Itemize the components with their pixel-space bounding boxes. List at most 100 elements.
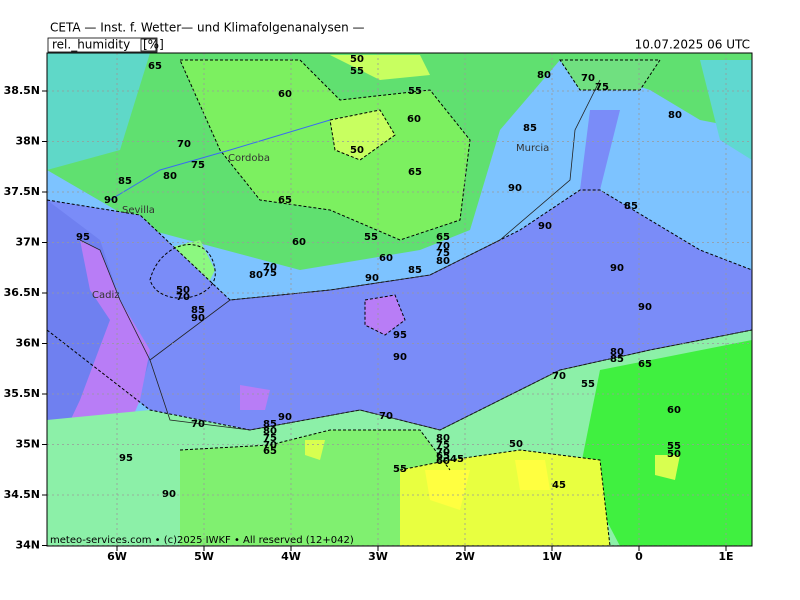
contour-label: 75	[263, 268, 277, 279]
contour-label: 80	[537, 70, 551, 81]
contour-label: 80	[163, 171, 177, 182]
contour-label: 80	[436, 433, 450, 444]
contour-label: 55	[350, 66, 364, 77]
contour-label: 90	[162, 489, 176, 500]
contour-label: 65	[638, 359, 652, 370]
contour-label: 65	[148, 61, 162, 72]
contour-label: 90	[191, 313, 205, 324]
header-title: CETA — Inst. f. Wetter— und Klimafolgena…	[50, 21, 365, 35]
contour-label: 95	[393, 330, 407, 341]
unit-label: [%]	[143, 38, 164, 52]
unit-box	[140, 38, 157, 52]
graticule	[47, 53, 752, 546]
field	[47, 53, 752, 546]
contour-label: 70	[436, 447, 450, 458]
valid-time: 10.07.2025 06 UTC	[635, 38, 750, 52]
contour-label: 50	[509, 439, 523, 450]
contour-label: 80	[668, 110, 682, 121]
lat-label: 37N	[15, 236, 40, 249]
lat-label: 34.5N	[4, 488, 40, 501]
contour-label: 90	[508, 183, 522, 194]
lat-label: 38.5N	[4, 84, 40, 97]
contour-label: 55	[408, 86, 422, 97]
contour-label: 60	[667, 405, 681, 416]
contour-label: 75	[595, 82, 609, 93]
contour-label: 65	[263, 446, 277, 457]
lat-label: 36N	[15, 337, 40, 350]
copyright: meteo-services.com • (c)2025 IWKF • All …	[50, 535, 354, 546]
contour-label: 70	[552, 371, 566, 382]
contour-label: 50	[176, 285, 190, 296]
contour-label: 90	[104, 195, 118, 206]
contour-label: 60	[379, 253, 393, 264]
city-name: Sevilla	[122, 205, 155, 216]
contour-label: 70	[263, 262, 277, 273]
contour-label: 70	[263, 440, 277, 451]
contour-label: 65	[278, 195, 292, 206]
variable-label: rel._humidity	[52, 38, 130, 52]
contour-label: 60	[278, 89, 292, 100]
contour-label: 85	[610, 354, 624, 365]
lon-label: 4W	[281, 550, 301, 563]
contour-label: 90	[278, 412, 292, 423]
contour-label: 90	[538, 221, 552, 232]
contour-label: 70	[191, 419, 205, 430]
contour-label: 60	[292, 237, 306, 248]
contour-label: 70	[581, 73, 595, 84]
contour-label: 80	[610, 347, 624, 358]
lon-label: 1W	[542, 550, 562, 563]
contour-label: 55	[393, 464, 407, 475]
contour-label: 50	[350, 54, 364, 65]
contour-label: 45	[450, 454, 464, 465]
contour-label: 60	[436, 456, 450, 467]
lon-label: 2W	[455, 550, 475, 563]
city-name: Cadiz	[92, 290, 120, 301]
contour-label: 55	[667, 441, 681, 452]
lon-label: 6W	[107, 550, 127, 563]
contour-label: 75	[263, 433, 277, 444]
lon-label: 1E	[718, 550, 733, 563]
contour-label: 55	[581, 379, 595, 390]
lon-label: 0	[635, 550, 643, 563]
contour-label: 65	[436, 451, 450, 462]
contour-label: 95	[76, 232, 90, 243]
lon-label: 3W	[368, 550, 388, 563]
contour-label: 75	[436, 440, 450, 451]
contour-label: 85	[624, 201, 638, 212]
contour-label: 90	[610, 263, 624, 274]
lat-label: 37.5N	[4, 185, 40, 198]
city-name: Cordoba	[228, 153, 270, 164]
contour-label: 65	[408, 167, 422, 178]
contour-label: 85	[523, 123, 537, 134]
lat-label: 35N	[15, 438, 40, 451]
contour-label: 95	[119, 453, 133, 464]
map-frame	[46, 52, 753, 547]
lat-label: 36.5N	[4, 286, 40, 299]
contour-label: 85	[263, 419, 277, 430]
contour-label: 70	[379, 411, 393, 422]
contour-label: 85	[191, 305, 205, 316]
contour-label: 70	[436, 241, 450, 252]
lon-label: 5W	[194, 550, 214, 563]
lat-label: 35.5N	[4, 387, 40, 400]
contour-label: 90	[393, 352, 407, 363]
contour-label: 65	[436, 232, 450, 243]
contour-label: 90	[638, 302, 652, 313]
contour-label: 60	[407, 114, 421, 125]
contour-label: 75	[191, 160, 205, 171]
contour-label: 50	[667, 449, 681, 460]
contour-label: 85	[118, 176, 132, 187]
contour-label: 80	[436, 256, 450, 267]
contour-label: 80	[263, 426, 277, 437]
contour-label: 50	[350, 145, 364, 156]
contour-label: 70	[176, 292, 190, 303]
city-name: Murcia	[516, 143, 549, 154]
contour-label: 90	[365, 273, 379, 284]
contour-label: 85	[408, 265, 422, 276]
variable-box	[47, 37, 158, 53]
contour-label: 80	[249, 270, 263, 281]
lat-label: 34N	[15, 539, 40, 552]
lat-label: 38N	[15, 135, 40, 148]
